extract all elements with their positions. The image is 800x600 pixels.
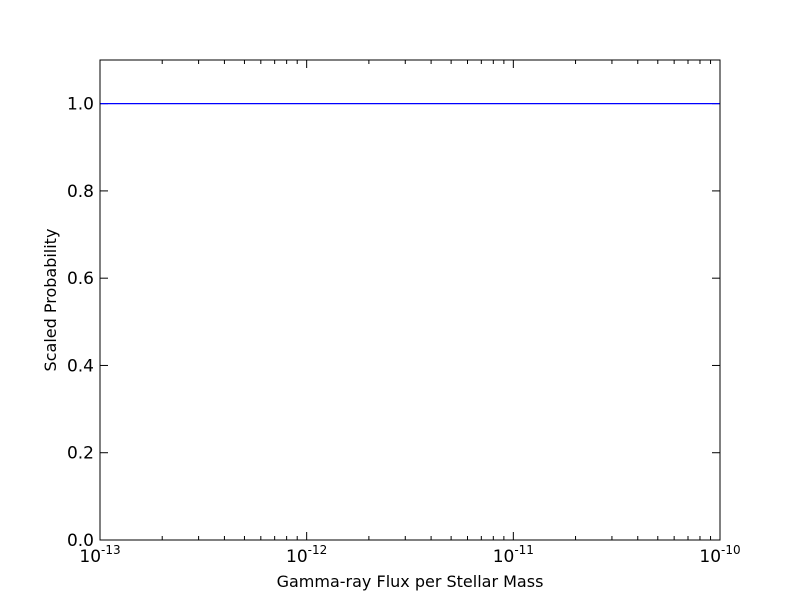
ticks-layer: 0.00.20.40.60.81.010-13 10-12 10-11 10-10 (67, 60, 741, 567)
y-tick-label: 0.8 (67, 182, 94, 202)
y-tick-label: 1.0 (67, 95, 94, 115)
x-tick-label-base: 10 (493, 547, 515, 567)
y-tick-label: 0.6 (67, 269, 94, 289)
y-tick-label: 0.2 (67, 444, 94, 464)
x-tick-label-exponent: -12 (308, 543, 328, 557)
x-tick-label: 10-10 (699, 543, 740, 567)
x-tick-label: 10-13 (79, 543, 120, 567)
y-axis-label: Scaled Probability (41, 229, 60, 372)
x-axis-label: Gamma-ray Flux per Stellar Mass (277, 572, 544, 591)
y-tick-label: 0.0 (67, 531, 94, 551)
x-tick-label-exponent: -10 (721, 543, 741, 557)
labels-layer: Gamma-ray Flux per Stellar Mass Scaled P… (41, 229, 543, 591)
x-tick-label-exponent: -11 (514, 543, 534, 557)
plot-frame (99, 59, 721, 541)
x-tick-label: 10-11 (493, 543, 534, 567)
x-tick-label-exponent: -13 (101, 543, 121, 557)
x-tick-label-base: 10 (79, 547, 101, 567)
x-tick-label-base: 10 (286, 547, 308, 567)
x-tick-label-base: 10 (699, 547, 721, 567)
x-tick-label: 10-12 (286, 543, 327, 567)
y-tick-label: 0.4 (67, 356, 94, 376)
